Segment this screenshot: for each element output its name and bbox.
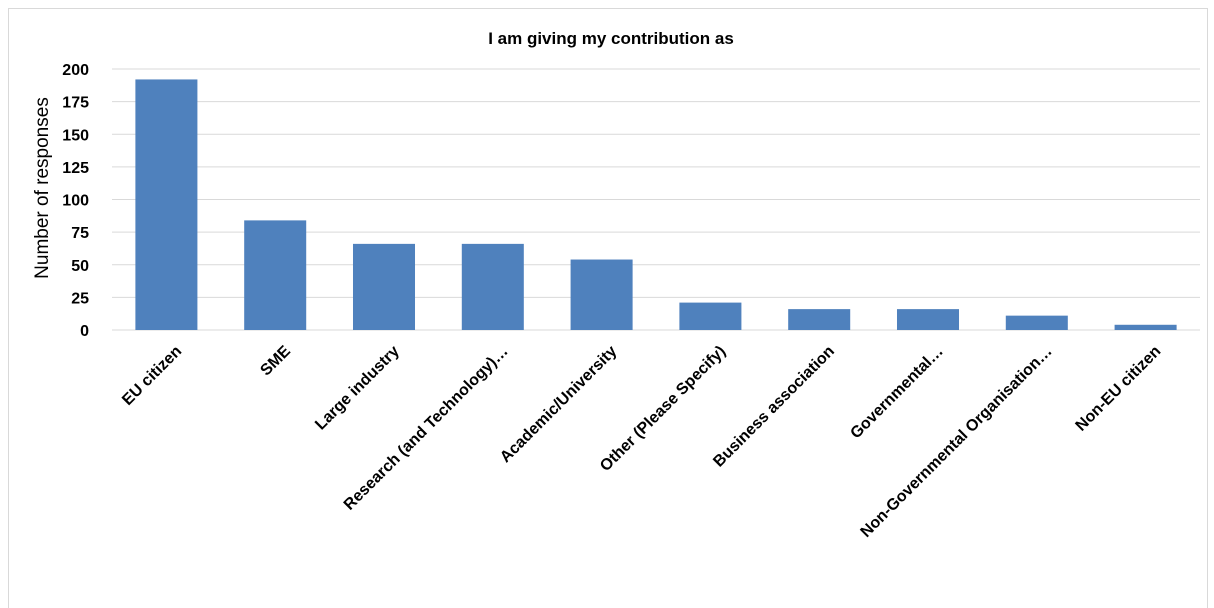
bars [135,79,1177,330]
x-tick-label: Non-EU citizen [1073,343,1165,435]
y-tick-label: 0 [80,323,89,340]
y-tick-label: 75 [71,225,89,242]
x-tick-label: Governmental… [847,343,946,442]
bar [244,220,307,330]
y-axis-ticks: 0 25 50 75 100 125 150 175 200 [62,62,89,340]
bar [352,243,416,330]
x-tick-label: Other (Please Specify) [597,343,729,475]
y-tick-label: 175 [62,95,89,112]
y-tick-label: 50 [71,258,89,275]
y-tick-label: 200 [62,62,89,79]
bar-chart: I am giving my contribution as Number of… [32,29,1200,541]
chart-title: I am giving my contribution as [488,29,734,48]
x-tick-label: Academic/University [497,343,620,466]
x-tick-label: Large industry [312,343,403,434]
bar [570,259,633,330]
x-tick-label: SME [257,343,294,380]
bar [896,309,960,330]
x-tick-label: Business association [710,343,838,471]
y-axis-label: Number of responses [32,97,53,279]
bar [135,79,198,330]
bar [679,302,742,330]
bar [1114,324,1177,330]
y-tick-label: 100 [62,193,89,210]
y-tick-label: 150 [62,127,89,144]
bar [1005,315,1068,330]
y-tick-label: 25 [71,290,89,307]
y-tick-label: 125 [62,160,89,177]
x-tick-label: Non-Governmental Organisation… [858,343,1056,541]
chart-frame [8,8,1208,608]
bar [461,243,524,330]
bar [788,309,851,330]
x-tick-label: EU citizen [119,343,185,409]
